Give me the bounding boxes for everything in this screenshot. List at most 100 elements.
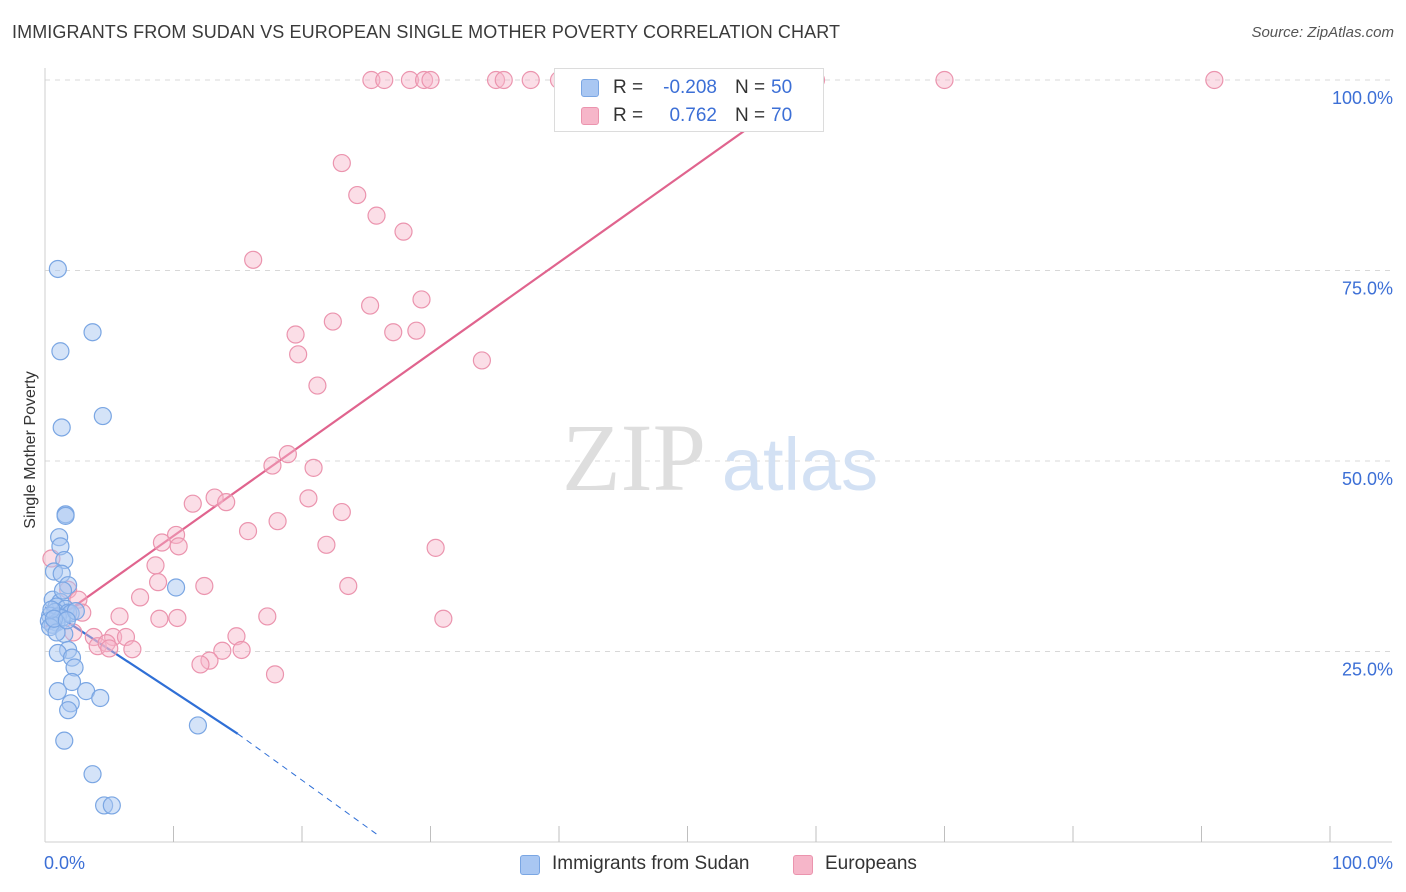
data-point-europeans [421, 70, 440, 90]
data-point-europeans [263, 456, 282, 475]
legend-r-label: R = [613, 105, 644, 126]
data-point-europeans [362, 70, 381, 90]
data-point-sudan [51, 342, 70, 361]
legend-swatch-sudan [520, 855, 540, 875]
data-point-sudan [48, 682, 67, 701]
data-point-europeans [238, 522, 258, 541]
data-point-sudan [93, 406, 112, 426]
data-point-europeans [375, 70, 394, 90]
legend-n-value: 50 [771, 77, 793, 98]
axes [44, 68, 1392, 843]
data-point-sudan [83, 323, 102, 342]
y-axis-label-wrap: Single Mother Poverty [16, 300, 46, 600]
data-point-sudan [52, 418, 71, 437]
data-point-europeans [232, 640, 251, 660]
data-point-europeans [152, 533, 172, 552]
data-point-europeans [332, 153, 351, 173]
data-point-europeans [521, 70, 540, 90]
data-point-europeans [244, 250, 263, 269]
data-point-europeans [339, 576, 358, 596]
data-point-europeans [148, 573, 168, 592]
data-point-europeans [317, 535, 336, 554]
y-tick-label: 75.0% [1342, 279, 1393, 299]
data-point-europeans [407, 321, 426, 340]
x-tick-label-min: 0.0% [44, 853, 85, 873]
series-sudan-points [39, 259, 208, 815]
data-point-europeans [123, 640, 142, 659]
legend-n-label: N = [735, 77, 766, 98]
data-point-europeans [299, 489, 318, 508]
data-point-europeans [268, 512, 287, 531]
series-legend: Immigrants from Sudan Europeans [0, 852, 1406, 878]
y-tick-label: 50.0% [1342, 469, 1393, 489]
data-point-sudan [53, 581, 73, 600]
data-point-europeans [332, 502, 351, 522]
data-point-sudan [91, 688, 110, 708]
data-point-europeans [278, 445, 297, 464]
watermark-atlas: atlas [722, 423, 878, 506]
data-point-europeans [384, 323, 403, 342]
data-point-europeans [183, 494, 202, 513]
data-point-europeans [412, 290, 431, 309]
data-point-europeans [195, 576, 214, 596]
trend-lines [44, 79, 817, 837]
x-tick-label-max: 100.0% [1332, 853, 1393, 873]
legend-r-label: R = [613, 77, 644, 98]
legend-swatch-sudan [581, 79, 599, 97]
data-point-europeans [265, 665, 285, 684]
data-point-europeans [400, 70, 420, 90]
data-point-europeans [1205, 70, 1224, 90]
data-point-europeans [205, 488, 224, 507]
data-point-europeans [308, 376, 327, 395]
legend-r-value: -0.208 [663, 77, 717, 98]
data-point-sudan [48, 259, 67, 279]
data-point-europeans [472, 351, 491, 370]
source-note: Source: ZipAtlas.com [1251, 24, 1394, 41]
data-point-europeans [426, 538, 445, 557]
legend-swatch-europeans [581, 107, 599, 125]
legend-n-label: N = [735, 105, 766, 126]
legend-label-sudan: Immigrants from Sudan [552, 853, 750, 874]
data-point-europeans [227, 627, 246, 646]
legend-row-sudan: R = -0.208 N = 50 [555, 73, 823, 101]
data-point-sudan [56, 506, 75, 525]
trend-line-sudan-extension [237, 733, 380, 837]
data-point-europeans [200, 651, 219, 670]
grid-lines [45, 79, 1392, 652]
legend-n-value: 70 [771, 105, 793, 126]
data-point-europeans [258, 607, 277, 626]
data-point-sudan [83, 765, 102, 784]
data-point-europeans [191, 655, 210, 674]
data-point-europeans [217, 493, 236, 512]
data-point-europeans [394, 222, 413, 241]
data-point-europeans [100, 639, 119, 658]
data-point-europeans [486, 70, 506, 90]
data-point-europeans [168, 608, 187, 628]
chart-title: IMMIGRANTS FROM SUDAN VS EUROPEAN SINGLE… [12, 22, 841, 42]
y-axis-label: Single Mother Poverty [22, 371, 39, 529]
data-point-sudan [62, 672, 82, 692]
data-point-sudan [55, 731, 74, 750]
data-point-sudan [166, 578, 186, 597]
legend-swatch-europeans [793, 855, 813, 875]
stats-legend: R = -0.208 N = 50 R = 0.762 N = 70 [554, 68, 824, 132]
data-point-sudan [188, 716, 208, 735]
data-point-europeans [150, 609, 169, 628]
y-tick-label: 100.0% [1332, 88, 1393, 108]
data-point-europeans [361, 296, 380, 315]
data-point-europeans [110, 607, 129, 626]
legend-label-europeans: Europeans [825, 853, 917, 874]
trend-line-europeans [44, 79, 817, 629]
legend-r-value: 0.762 [669, 105, 717, 126]
data-point-europeans [414, 70, 434, 90]
data-point-europeans [367, 206, 386, 225]
data-point-europeans [935, 70, 954, 90]
series-europeans-points [42, 70, 1224, 684]
data-point-europeans [323, 312, 342, 331]
data-point-europeans [304, 458, 323, 477]
data-point-europeans [213, 641, 232, 660]
data-point-europeans [169, 537, 188, 556]
legend-row-europeans: R = 0.762 N = 70 [555, 101, 823, 129]
y-tick-label: 25.0% [1342, 660, 1393, 680]
